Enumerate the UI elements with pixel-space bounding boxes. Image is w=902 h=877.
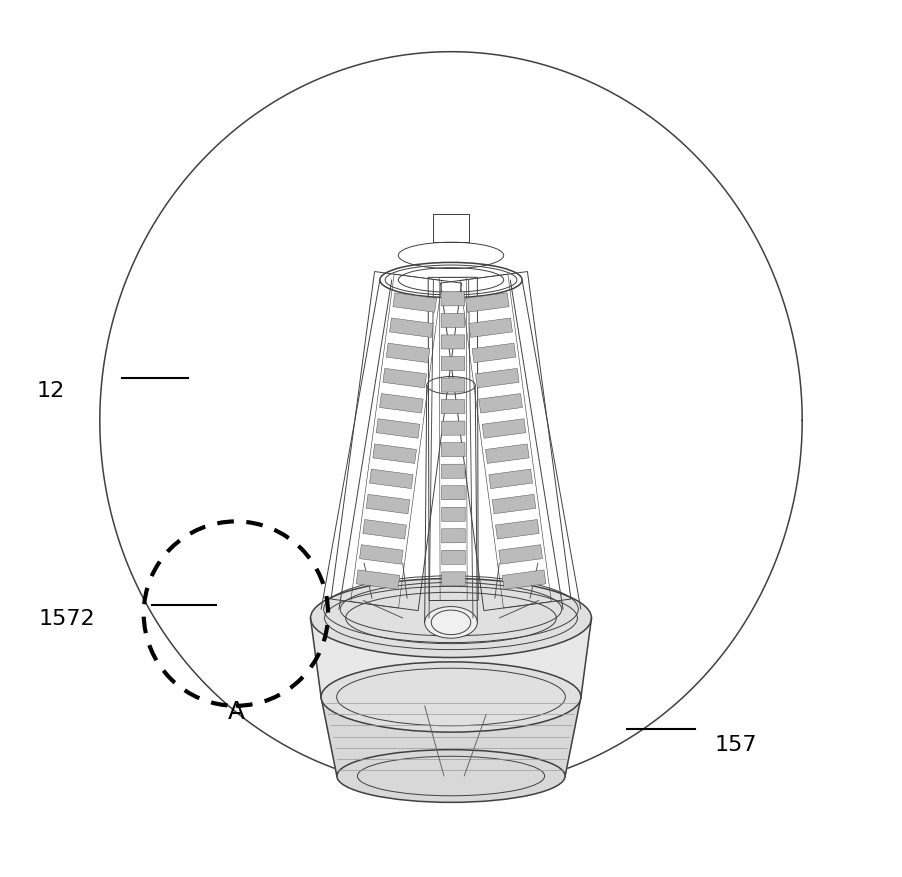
Polygon shape: [356, 570, 400, 589]
Polygon shape: [373, 445, 417, 464]
Polygon shape: [363, 520, 407, 539]
Polygon shape: [492, 495, 536, 514]
Ellipse shape: [321, 662, 581, 732]
Polygon shape: [479, 394, 522, 414]
Polygon shape: [441, 400, 465, 414]
Polygon shape: [370, 469, 413, 489]
Polygon shape: [441, 422, 465, 436]
Polygon shape: [441, 314, 465, 328]
Text: 157: 157: [714, 734, 757, 753]
Polygon shape: [442, 529, 465, 543]
Text: 12: 12: [37, 381, 65, 400]
Polygon shape: [441, 443, 465, 457]
Polygon shape: [495, 520, 539, 539]
Polygon shape: [441, 357, 465, 371]
Ellipse shape: [425, 607, 477, 638]
Polygon shape: [441, 465, 465, 479]
Polygon shape: [441, 292, 465, 307]
Polygon shape: [465, 294, 509, 313]
Polygon shape: [483, 419, 526, 438]
Polygon shape: [442, 572, 465, 587]
Polygon shape: [442, 508, 465, 522]
Ellipse shape: [310, 579, 592, 658]
Polygon shape: [393, 294, 437, 313]
Polygon shape: [441, 336, 465, 350]
Polygon shape: [502, 570, 546, 589]
Polygon shape: [499, 545, 542, 565]
Polygon shape: [489, 469, 532, 489]
Polygon shape: [360, 545, 403, 565]
Polygon shape: [376, 419, 419, 438]
Polygon shape: [441, 379, 465, 393]
Polygon shape: [380, 394, 423, 414]
Text: 1572: 1572: [39, 609, 95, 628]
Polygon shape: [472, 344, 516, 363]
Polygon shape: [485, 445, 529, 464]
Polygon shape: [441, 486, 465, 500]
Polygon shape: [366, 495, 410, 514]
Polygon shape: [382, 369, 427, 389]
Polygon shape: [321, 697, 581, 776]
Polygon shape: [475, 369, 520, 389]
Polygon shape: [469, 318, 512, 338]
Ellipse shape: [336, 750, 566, 802]
Text: A: A: [227, 700, 244, 724]
Polygon shape: [390, 318, 433, 338]
Polygon shape: [310, 618, 592, 697]
Polygon shape: [386, 344, 430, 363]
Polygon shape: [442, 551, 465, 565]
